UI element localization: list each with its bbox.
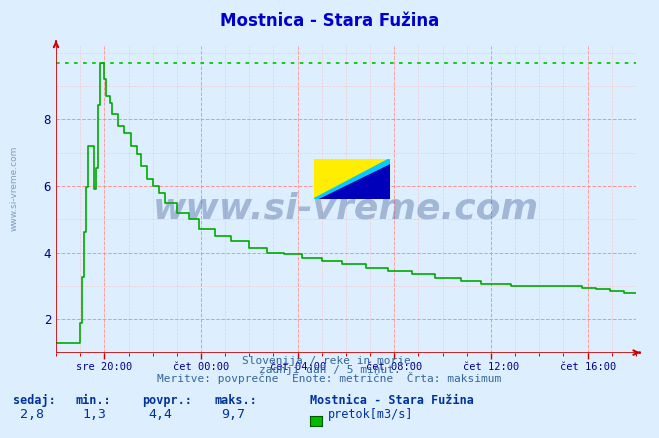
Text: www.si-vreme.com: www.si-vreme.com (10, 146, 19, 231)
Text: 1,3: 1,3 (82, 408, 106, 421)
Polygon shape (314, 159, 389, 198)
Text: pretok[m3/s]: pretok[m3/s] (328, 408, 413, 421)
Text: min.:: min.: (76, 394, 111, 407)
Polygon shape (314, 159, 389, 198)
Text: www.si-vreme.com: www.si-vreme.com (153, 191, 539, 226)
Polygon shape (314, 159, 389, 198)
Text: Mostnica - Stara Fužina: Mostnica - Stara Fužina (220, 12, 439, 30)
Text: zadnji dan / 5 minut.: zadnji dan / 5 minut. (258, 365, 401, 375)
Text: 2,8: 2,8 (20, 408, 43, 421)
Text: Mostnica - Stara Fužina: Mostnica - Stara Fužina (310, 394, 474, 407)
Text: 4,4: 4,4 (148, 408, 172, 421)
Text: 9,7: 9,7 (221, 408, 244, 421)
Text: povpr.:: povpr.: (142, 394, 192, 407)
Text: sedaj:: sedaj: (13, 394, 56, 407)
Text: Meritve: povprečne  Enote: metrične  Črta: maksimum: Meritve: povprečne Enote: metrične Črta:… (158, 372, 501, 384)
Text: maks.:: maks.: (214, 394, 257, 407)
Text: Slovenija / reke in morje.: Slovenija / reke in morje. (242, 357, 417, 367)
